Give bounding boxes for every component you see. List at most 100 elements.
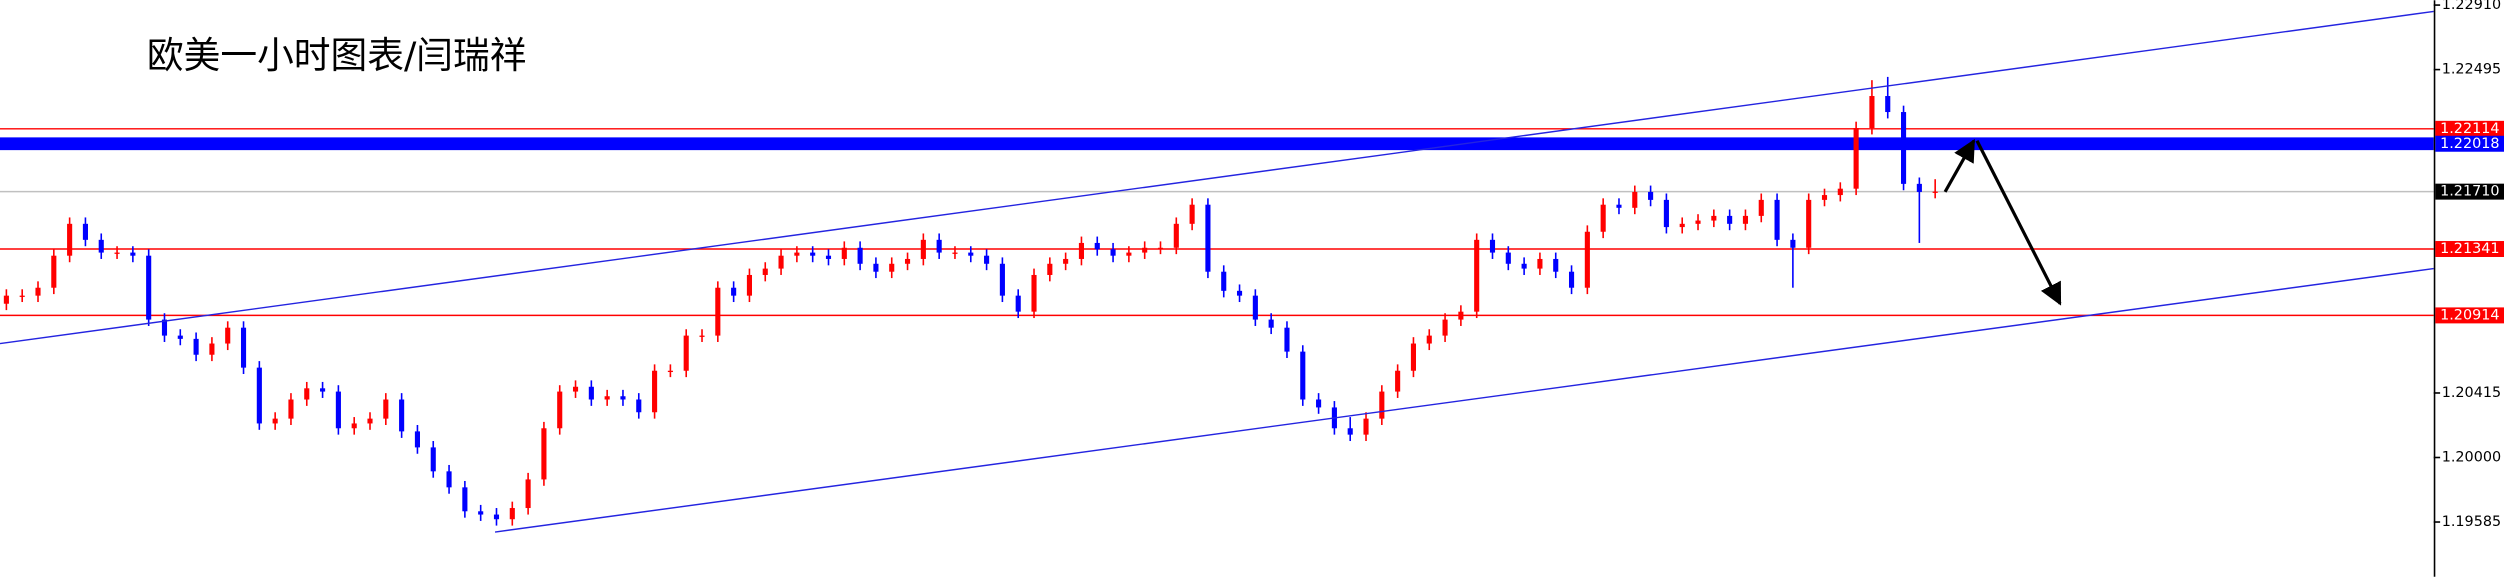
candle-body [1711, 215, 1717, 221]
level-tag [2435, 183, 2504, 200]
candle-body [1869, 96, 1875, 129]
candle-body [1221, 271, 1227, 291]
candle-body [35, 287, 41, 296]
candle-body [272, 418, 278, 424]
candle-body [699, 335, 705, 337]
candle-body [1410, 343, 1417, 371]
level-label: 1.22114 [2440, 121, 2499, 137]
candle-body [1442, 319, 1448, 336]
candle-body [1568, 271, 1575, 288]
candle-body [683, 335, 689, 371]
candle-body [114, 252, 120, 254]
candle-body [240, 327, 247, 368]
candle-body [1505, 252, 1511, 264]
candle-body [1727, 215, 1733, 224]
candle-body [920, 239, 926, 259]
candle-body [177, 335, 183, 339]
y-tick-label: 1.20000 [2442, 449, 2501, 465]
candle-body [1663, 199, 1669, 228]
candle-body [557, 391, 563, 429]
candle-body [731, 287, 737, 296]
candle-body [1126, 252, 1132, 256]
level-tag [2435, 135, 2504, 152]
candle-body [715, 287, 721, 336]
level-tag [2435, 120, 2504, 137]
candle-body [225, 327, 231, 344]
candle-body [1885, 96, 1891, 113]
candle-body [1648, 191, 1654, 200]
candle-body [952, 252, 958, 254]
candle-body [1632, 191, 1638, 208]
candle-body [541, 428, 547, 480]
candle-body [636, 399, 642, 413]
candle-body [335, 391, 341, 429]
candle-body [1474, 239, 1480, 312]
trend-line [494, 267, 2434, 533]
candle-body [1932, 191, 1938, 193]
candle-body [936, 239, 942, 253]
candle-body [1426, 335, 1432, 344]
plot-area [0, 76, 2434, 526]
candle-body [462, 487, 468, 512]
candle-body [146, 255, 152, 320]
price-axis: 1.22910 1.22495 1.20415 1.20000 1.19585 1.221… [2433, 0, 2504, 530]
candle-body [67, 223, 73, 256]
level-label: 1.22018 [2440, 136, 2499, 152]
candle-body [1584, 231, 1590, 288]
candle-body [1205, 204, 1211, 272]
candle-body [572, 386, 579, 392]
candle-body [604, 396, 610, 400]
candle-body [1774, 199, 1780, 240]
candle-body [825, 255, 832, 259]
candle-body [1363, 418, 1369, 435]
candle-body [1521, 263, 1527, 269]
candle-body [1252, 295, 1258, 320]
candle-body [873, 263, 879, 272]
candle-body [1236, 290, 1243, 296]
candle-body [1806, 199, 1812, 248]
candle-body [1047, 263, 1053, 275]
candle-body [509, 508, 515, 520]
candle-body [1268, 319, 1274, 328]
y-tick-label: 1.20415 [2442, 385, 2501, 401]
arrow [1975, 140, 2062, 306]
candle-body [193, 338, 199, 355]
candle-body [399, 399, 405, 432]
candle-body [1600, 204, 1606, 232]
candle-body [1078, 242, 1085, 259]
candle-body [1695, 220, 1701, 224]
arrow [1943, 138, 1976, 193]
candle-body [1173, 223, 1179, 248]
candle-body [209, 343, 215, 355]
candle-body [1316, 399, 1322, 408]
candle-body [1742, 215, 1749, 224]
level-label: 1.21341 [2440, 241, 2499, 257]
candle-body [857, 247, 863, 264]
candle-body [1063, 258, 1069, 264]
candle-body [1395, 370, 1401, 392]
candle-body [1790, 239, 1796, 248]
candle-body [1537, 258, 1543, 269]
candle-body [130, 252, 136, 256]
candle-body [1837, 188, 1843, 196]
candle-body [620, 396, 626, 400]
candle-body [999, 263, 1005, 296]
candle-body [1679, 223, 1685, 228]
candle-body [1142, 247, 1148, 253]
candle-body [652, 370, 658, 413]
candle-body [1031, 274, 1037, 312]
level-tag [2435, 307, 2504, 324]
candle-body [51, 255, 57, 288]
candle-body [98, 239, 104, 253]
candle-body [1284, 327, 1290, 352]
level-label: 1.20914 [2440, 307, 2499, 323]
candle-body [478, 511, 484, 515]
candle-body [588, 386, 594, 400]
candle-body [841, 247, 847, 259]
candle-body [1853, 128, 1859, 189]
candle-body [1347, 428, 1353, 435]
candle-body [1458, 311, 1464, 320]
candle-body [746, 274, 752, 296]
